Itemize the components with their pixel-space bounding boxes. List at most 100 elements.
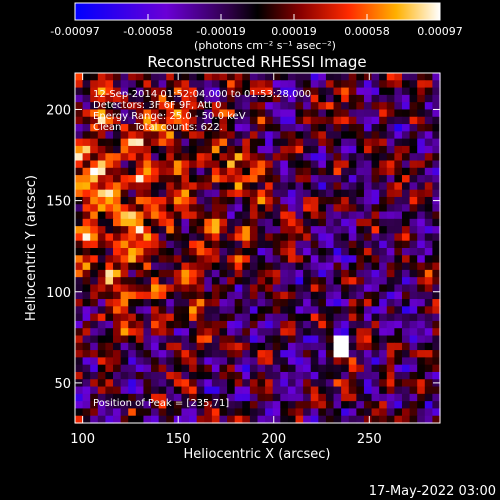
heatmap-pixel [272, 401, 281, 410]
heatmap-pixel [379, 277, 388, 286]
heatmap-pixel [295, 233, 304, 242]
heatmap-pixel [249, 94, 259, 103]
heatmap-pixel [310, 371, 319, 380]
heatmap-pixel [272, 204, 281, 213]
heatmap-pixel [333, 175, 342, 183]
heatmap-pixel [204, 145, 213, 154]
heatmap-pixel [303, 386, 312, 395]
heatmap-pixel [432, 87, 441, 96]
heatmap-pixel [432, 284, 441, 293]
heatmap-pixel [371, 196, 380, 205]
heatmap-pixel [295, 109, 304, 118]
heatmap-pixel [166, 240, 175, 249]
heatmap-pixel [227, 80, 236, 89]
heatmap-pixel [234, 218, 243, 227]
heatmap-pixel [363, 109, 373, 118]
heatmap-pixel [75, 248, 84, 256]
heatmap-pixel [280, 248, 289, 256]
heatmap-pixel [341, 342, 350, 351]
heatmap-pixel [287, 138, 297, 147]
heatmap-pixel [189, 189, 198, 198]
heatmap-pixel [272, 342, 281, 351]
heatmap-pixel [417, 175, 426, 183]
heatmap-pixel [181, 350, 190, 358]
heatmap-pixel [173, 189, 183, 198]
heatmap-pixel [432, 226, 441, 235]
heatmap-pixel [401, 342, 411, 351]
heatmap-pixel [173, 313, 183, 322]
heatmap-pixel [166, 401, 175, 410]
heatmap-pixel [128, 240, 137, 249]
heatmap-pixel [97, 335, 107, 344]
heatmap-pixel [348, 167, 357, 176]
heatmap-pixel [318, 255, 327, 264]
heatmap-pixel [181, 371, 190, 380]
heatmap-pixel [189, 196, 198, 205]
heatmap-pixel [97, 328, 107, 337]
heatmap-pixel [135, 248, 145, 256]
heatmap-pixel [341, 328, 350, 337]
heatmap-pixel [280, 393, 289, 402]
heatmap-pixel [189, 160, 198, 169]
heatmap-pixel [166, 87, 175, 96]
heatmap-pixel [181, 320, 190, 329]
heatmap-pixel [242, 371, 251, 380]
heatmap-pixel [143, 335, 152, 344]
heatmap-pixel [333, 328, 342, 337]
heatmap-pixel [82, 80, 91, 89]
heatmap-pixel [90, 131, 99, 140]
heatmap-pixel [310, 350, 319, 358]
heatmap-pixel [401, 291, 411, 300]
heatmap-pixel [204, 196, 213, 205]
heatmap-pixel [432, 350, 441, 358]
heatmap-pixel [394, 364, 403, 373]
heatmap-pixel [189, 116, 198, 125]
heatmap-pixel [181, 408, 190, 417]
heatmap-pixel [181, 364, 190, 373]
heatmap-pixel [341, 320, 350, 329]
heatmap-pixel [189, 357, 198, 366]
heatmap-pixel [97, 175, 107, 183]
heatmap-pixel [143, 299, 152, 307]
heatmap-pixel [249, 277, 259, 286]
heatmap-pixel [363, 371, 373, 380]
heatmap-pixel [341, 124, 350, 132]
heatmap-pixel [151, 364, 160, 373]
heatmap-pixel [173, 80, 183, 89]
heatmap-pixel [128, 175, 137, 183]
heatmap-pixel [280, 175, 289, 183]
heatmap-pixel [173, 233, 183, 242]
heatmap-pixel [318, 145, 327, 154]
heatmap-pixel [257, 87, 266, 96]
heatmap-pixel [265, 189, 274, 198]
heatmap-pixel [113, 218, 122, 227]
heatmap-pixel [348, 109, 357, 118]
heatmap-pixel [105, 109, 114, 118]
heatmap-pixel [310, 196, 319, 205]
heatmap-pixel [173, 102, 183, 111]
heatmap-pixel [181, 211, 190, 220]
heatmap-pixel [181, 196, 190, 205]
heatmap-pixel [97, 401, 107, 410]
heatmap-pixel [189, 145, 198, 154]
heatmap-pixel [166, 138, 175, 147]
heatmap-pixel [386, 350, 395, 358]
heatmap-pixel [280, 153, 289, 162]
heatmap-pixel [242, 350, 251, 358]
heatmap-pixel [310, 80, 319, 89]
heatmap-pixel [265, 87, 274, 96]
heatmap-pixel [166, 269, 175, 278]
heatmap-pixel [75, 204, 84, 213]
heatmap-pixel [272, 299, 281, 307]
heatmap-pixel [181, 415, 190, 424]
heatmap-pixel [181, 255, 190, 264]
heatmap-pixel [204, 167, 213, 176]
heatmap-pixel [295, 335, 304, 344]
heatmap-pixel [97, 94, 107, 103]
heatmap-pixel [401, 284, 411, 293]
heatmap-pixel [120, 262, 129, 271]
heatmap-pixel [234, 262, 243, 271]
heatmap-pixel [394, 102, 403, 111]
heatmap-pixel [379, 80, 388, 89]
heatmap-pixel [189, 393, 198, 402]
